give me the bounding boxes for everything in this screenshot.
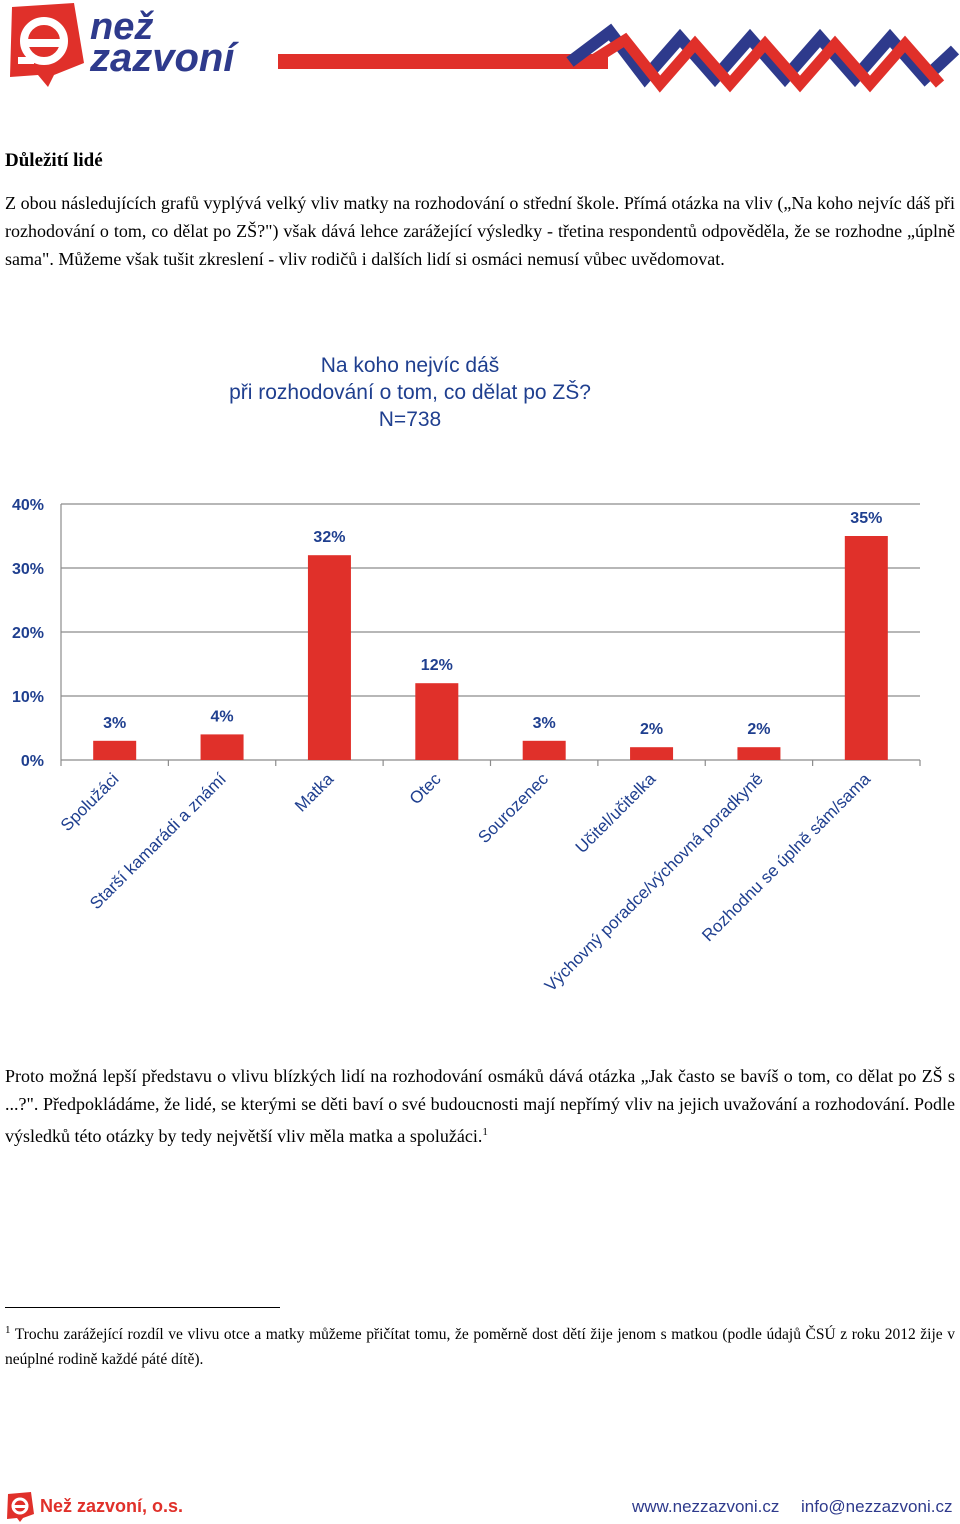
data-label: 32%: [313, 529, 345, 546]
x-category-label: Matka: [291, 769, 338, 816]
y-tick-label: 40%: [12, 497, 44, 514]
data-label: 12%: [421, 657, 453, 674]
footnote: 1 Trochu zarážející rozdíl ve vlivu otce…: [5, 1318, 955, 1372]
footnote-reference: 1: [482, 1126, 488, 1138]
second-paragraph-text: Proto možná lepší představu o vlivu blíz…: [5, 1066, 955, 1146]
y-tick-label: 30%: [12, 561, 44, 578]
data-label: 2%: [640, 721, 663, 738]
footer-email[interactable]: info@nezzazvoni.cz: [801, 1497, 953, 1516]
chart-title-line1: Na koho nejvíc dáš: [320, 354, 500, 377]
footer-org: Než zazvoní, o.s.: [40, 1496, 184, 1516]
bar-8: [844, 536, 888, 760]
bar-3: [307, 555, 351, 760]
data-label: 3%: [103, 715, 126, 732]
chart-title-line3: N=738: [378, 408, 442, 431]
y-tick-label: 0%: [21, 753, 44, 770]
bar-5: [522, 740, 566, 760]
x-category-label: Sourozenec: [474, 769, 552, 847]
header: než zazvoní: [0, 0, 960, 100]
logo-icon: [10, 3, 84, 87]
logo-line1: než: [90, 6, 154, 48]
data-label: 35%: [850, 510, 882, 527]
bar-6: [630, 747, 674, 760]
bar-2: [200, 734, 244, 760]
data-label: 4%: [211, 708, 234, 725]
y-tick-label: 20%: [12, 625, 44, 642]
footer-logo-icon: [7, 1492, 34, 1522]
bar-7: [737, 747, 781, 760]
chart-title-line2: při rozhodování o tom, co dělat po ZŠ?: [229, 381, 591, 404]
intro-paragraph: Z obou následujících grafů vyplývá velký…: [5, 193, 955, 269]
x-category-label: Otec: [406, 769, 445, 808]
x-category-label: Učitel/učitelka: [572, 769, 660, 857]
bar-4: [415, 683, 459, 760]
bar-1: [93, 740, 137, 760]
footer-website[interactable]: www.nezzazvoni.cz: [632, 1497, 780, 1516]
x-category-label: Výchovný poradce/výchovná poradkyně: [541, 769, 767, 995]
data-label: 2%: [747, 721, 770, 738]
x-category-label: Spolužáci: [57, 769, 123, 835]
footnote-marker: 1: [5, 1324, 11, 1336]
section-heading: Důležití lidé: [5, 150, 103, 171]
x-category-label: Rozhodnu se úplně sám/sama: [698, 769, 874, 945]
y-tick-label: 10%: [12, 689, 44, 706]
footnote-divider: [5, 1307, 280, 1308]
data-label: 3%: [533, 715, 556, 732]
footnote-text: Trochu zarážející rozdíl ve vlivu otce a…: [5, 1326, 955, 1369]
logo-line2: zazvoní: [90, 36, 235, 80]
header-decoration: [278, 23, 960, 93]
second-paragraph: Proto možná lepší představu o vlivu blíz…: [5, 1062, 955, 1150]
